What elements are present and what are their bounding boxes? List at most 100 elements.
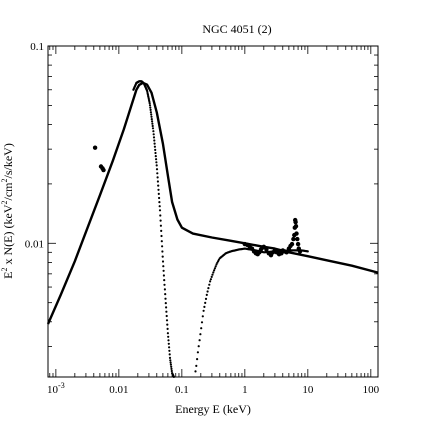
axis-ticks xyxy=(48,45,378,377)
series-dotted-point-2 xyxy=(212,271,215,274)
series-dotted-point-1 xyxy=(160,240,163,243)
series-dotted-point-1 xyxy=(162,274,165,277)
x-tick-label: 0.01 xyxy=(109,384,128,396)
series-dotted-point-1 xyxy=(148,104,152,107)
series-dotted-point-2 xyxy=(215,263,218,266)
series-dotted-point-1 xyxy=(170,367,173,370)
series-dotted-point-1 xyxy=(170,365,173,368)
series-dotted-point-1 xyxy=(156,176,159,179)
series-dotted-point-1 xyxy=(152,136,156,139)
plot-frame xyxy=(47,45,379,378)
series-dotted-point-1 xyxy=(151,122,154,125)
series-dotted-point-1 xyxy=(149,108,152,111)
series-dotted-point-2 xyxy=(210,275,213,278)
series-model-line xyxy=(46,81,379,325)
series-dotted-point-2 xyxy=(214,265,217,268)
data-point xyxy=(92,145,98,150)
series-dotted-point-2 xyxy=(195,364,198,367)
chart-title: NGC 4051 (2) xyxy=(202,22,271,36)
series-dotted-point-1 xyxy=(165,319,169,322)
y-tick-label: 0.01 xyxy=(25,238,44,250)
series-dotted-point-1 xyxy=(151,120,154,123)
series-dotted-point-1 xyxy=(149,106,152,109)
series-dotted-point-2 xyxy=(199,333,202,336)
series-dotted-point-2 xyxy=(201,315,204,318)
series-dotted-point-1 xyxy=(152,133,155,136)
data-point xyxy=(284,250,289,255)
x-tick-label: 10 xyxy=(302,384,314,396)
series-dotted-point-1 xyxy=(153,139,156,142)
series-dotted-point-1 xyxy=(158,205,161,208)
series-dotted-point-1 xyxy=(166,332,169,335)
series-dotted-point-2 xyxy=(208,283,211,286)
data-point xyxy=(291,236,296,242)
series-dotted-point-1 xyxy=(150,113,153,116)
y-tick-label: 0.1 xyxy=(30,41,44,53)
series-dotted-point-2 xyxy=(211,273,214,276)
series-dotted-point-1 xyxy=(151,124,154,128)
series-dotted-point-1 xyxy=(161,255,164,258)
data-point xyxy=(295,236,300,242)
series-dotted-point-1 xyxy=(153,142,156,145)
series-dotted-point-1 xyxy=(161,245,164,248)
series-dotted-point-1 xyxy=(169,363,172,366)
series-dotted-point-2 xyxy=(196,351,199,354)
series-dotted-point-1 xyxy=(148,102,151,105)
series-dotted-point-1 xyxy=(164,293,167,296)
y-tick-labels: 0.01 0.1 xyxy=(25,41,44,250)
data-point xyxy=(101,167,106,173)
data-point xyxy=(264,247,269,252)
series-dotted-point-1 xyxy=(160,234,163,238)
series-dotted-point-2 xyxy=(204,297,208,300)
series-dotted-point-1 xyxy=(167,342,170,345)
series-dotted-point-1 xyxy=(169,361,172,364)
series-dotted-point-1 xyxy=(167,339,170,342)
x-tick-label: 1 xyxy=(242,384,248,396)
series-dotted-point-1 xyxy=(158,196,161,200)
series-dotted-point-2 xyxy=(194,370,197,373)
y-axis-label: E2 x N(E) (keV2/cm2/s/keV) xyxy=(0,143,15,279)
series-dotted-point-2 xyxy=(198,339,201,342)
series-dotted-point-2 xyxy=(203,305,206,308)
series-dotted-point-1 xyxy=(161,250,164,253)
x-tick-label: 10-3 xyxy=(47,381,65,396)
series-dotted-point-2 xyxy=(204,301,207,304)
series-dotted-point-2 xyxy=(209,278,212,281)
series-dotted-point-2 xyxy=(207,287,210,290)
series-dotted-point-2 xyxy=(197,345,200,348)
series-dotted-point-1 xyxy=(165,306,168,309)
series-dotted-point-1 xyxy=(168,346,171,349)
series-dotted-point-1 xyxy=(156,180,159,183)
series-dotted-point-1 xyxy=(168,356,172,359)
series-dotted-point-1 xyxy=(159,224,162,227)
series-dotted-point-2 xyxy=(213,267,216,270)
series-dotted-point-1 xyxy=(154,155,157,158)
series-dotted-point-1 xyxy=(154,151,157,155)
x-tick-labels: 10-3 0.01 0.1 1 10 100 xyxy=(47,381,380,396)
data-point xyxy=(294,231,299,236)
series-dotted-point-1 xyxy=(155,161,158,164)
series-dotted-point-1 xyxy=(166,323,169,326)
series-dotted-point-2 xyxy=(202,309,205,312)
series-dotted-point-1 xyxy=(168,353,171,356)
series-dotted-point-2 xyxy=(196,358,199,361)
series-dotted-point-1 xyxy=(158,209,162,212)
series-dotted-point-1 xyxy=(149,111,152,114)
series-dotted-point-1 xyxy=(154,148,157,151)
x-tick-label: 0.1 xyxy=(175,384,189,396)
series-dotted-point-1 xyxy=(153,145,156,148)
series-dotted-point-1 xyxy=(155,164,158,167)
data-point xyxy=(297,249,303,254)
series-dotted-point-1 xyxy=(164,297,167,300)
series-dotted-point-2 xyxy=(200,327,203,330)
series-dotted-point-1 xyxy=(165,314,168,318)
series-dotted-point-1 xyxy=(163,283,166,286)
data-point xyxy=(293,219,298,225)
series-dotted-point-1 xyxy=(157,188,160,191)
series-dotted-point-1 xyxy=(162,265,165,268)
x-tick-label: 100 xyxy=(363,384,380,396)
series-dotted-point-1 xyxy=(151,127,155,130)
series-dotted-point-1 xyxy=(150,118,153,121)
series-dotted-point-1 xyxy=(155,168,159,171)
data-series xyxy=(46,80,379,378)
